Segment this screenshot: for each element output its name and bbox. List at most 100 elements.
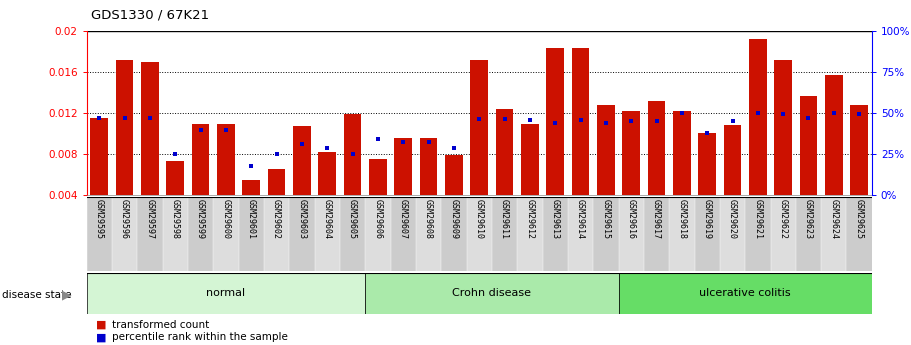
Bar xyxy=(191,124,210,195)
Bar xyxy=(445,155,463,195)
Text: GSM29611: GSM29611 xyxy=(500,199,509,239)
Bar xyxy=(644,197,670,271)
Bar xyxy=(112,197,138,271)
Bar xyxy=(670,197,694,271)
Bar xyxy=(470,60,488,195)
Bar xyxy=(850,105,868,195)
Bar xyxy=(293,126,311,195)
Bar xyxy=(188,197,213,271)
Text: GSM29614: GSM29614 xyxy=(576,199,585,239)
Text: GSM29608: GSM29608 xyxy=(424,199,433,239)
Bar xyxy=(141,62,159,195)
Text: GSM29622: GSM29622 xyxy=(779,199,788,239)
Text: ■: ■ xyxy=(96,333,107,342)
Text: GSM29616: GSM29616 xyxy=(627,199,636,239)
Bar xyxy=(87,197,112,271)
Bar xyxy=(365,273,619,314)
Text: GSM29603: GSM29603 xyxy=(297,199,306,239)
Bar xyxy=(138,197,162,271)
Text: Crohn disease: Crohn disease xyxy=(453,288,531,298)
Text: GSM29609: GSM29609 xyxy=(449,199,458,239)
Bar xyxy=(749,39,767,195)
Text: GSM29605: GSM29605 xyxy=(348,199,357,239)
Bar xyxy=(774,60,792,195)
Bar xyxy=(441,197,466,271)
Bar xyxy=(846,197,872,271)
Text: percentile rank within the sample: percentile rank within the sample xyxy=(112,333,288,342)
Text: GSM29607: GSM29607 xyxy=(399,199,408,239)
Bar xyxy=(394,138,412,195)
Text: GSM29615: GSM29615 xyxy=(601,199,610,239)
Text: GSM29610: GSM29610 xyxy=(475,199,484,239)
Text: GSM29601: GSM29601 xyxy=(247,199,256,239)
Bar xyxy=(597,105,615,195)
Bar xyxy=(343,114,362,195)
Text: GSM29602: GSM29602 xyxy=(272,199,281,239)
Bar xyxy=(622,111,640,195)
Bar xyxy=(568,197,593,271)
Text: GSM29599: GSM29599 xyxy=(196,199,205,239)
Bar xyxy=(699,134,716,195)
Text: GSM29625: GSM29625 xyxy=(855,199,864,239)
Text: GSM29613: GSM29613 xyxy=(550,199,559,239)
Bar xyxy=(213,197,239,271)
Bar xyxy=(543,197,568,271)
Bar xyxy=(116,60,133,195)
Text: GSM29620: GSM29620 xyxy=(728,199,737,239)
Bar xyxy=(415,197,441,271)
Bar xyxy=(547,48,564,195)
Bar xyxy=(314,197,340,271)
Text: GSM29612: GSM29612 xyxy=(526,199,535,239)
Bar xyxy=(800,96,817,195)
Text: GSM29595: GSM29595 xyxy=(95,199,104,239)
Bar xyxy=(167,161,184,195)
Bar xyxy=(771,197,796,271)
Text: GSM29596: GSM29596 xyxy=(120,199,129,239)
Text: GSM29617: GSM29617 xyxy=(652,199,661,239)
Bar xyxy=(648,101,665,195)
Bar xyxy=(239,197,264,271)
Bar xyxy=(420,138,437,195)
Bar xyxy=(318,152,336,195)
Text: disease state: disease state xyxy=(2,290,71,300)
Bar xyxy=(289,197,314,271)
Bar xyxy=(517,197,543,271)
Bar xyxy=(723,125,742,195)
Bar xyxy=(217,124,235,195)
Bar xyxy=(720,197,745,271)
Text: ■: ■ xyxy=(96,320,107,330)
Bar xyxy=(694,197,720,271)
Bar xyxy=(242,179,260,195)
Bar xyxy=(796,197,821,271)
Text: GSM29597: GSM29597 xyxy=(146,199,154,239)
Bar xyxy=(162,197,188,271)
Bar xyxy=(496,109,514,195)
Bar xyxy=(90,118,108,195)
Bar xyxy=(264,197,289,271)
Bar xyxy=(365,197,391,271)
Text: GSM29619: GSM29619 xyxy=(702,199,711,239)
Bar xyxy=(593,197,619,271)
Bar xyxy=(619,197,644,271)
Bar xyxy=(745,197,771,271)
Bar xyxy=(821,197,846,271)
Bar xyxy=(466,197,492,271)
Bar xyxy=(492,197,517,271)
Bar xyxy=(673,111,691,195)
Bar xyxy=(521,124,538,195)
Text: GSM29618: GSM29618 xyxy=(678,199,686,239)
Text: ulcerative colitis: ulcerative colitis xyxy=(700,288,791,298)
Text: GSM29623: GSM29623 xyxy=(804,199,813,239)
Text: GSM29598: GSM29598 xyxy=(170,199,179,239)
Text: normal: normal xyxy=(206,288,245,298)
Bar xyxy=(87,273,365,314)
Text: GSM29604: GSM29604 xyxy=(322,199,332,239)
Bar xyxy=(369,159,387,195)
Text: transformed count: transformed count xyxy=(112,320,210,330)
Bar xyxy=(391,197,415,271)
Text: ▶: ▶ xyxy=(62,288,71,302)
Text: GSM29600: GSM29600 xyxy=(221,199,230,239)
Text: GSM29606: GSM29606 xyxy=(374,199,383,239)
Text: GSM29621: GSM29621 xyxy=(753,199,763,239)
Bar xyxy=(340,197,365,271)
